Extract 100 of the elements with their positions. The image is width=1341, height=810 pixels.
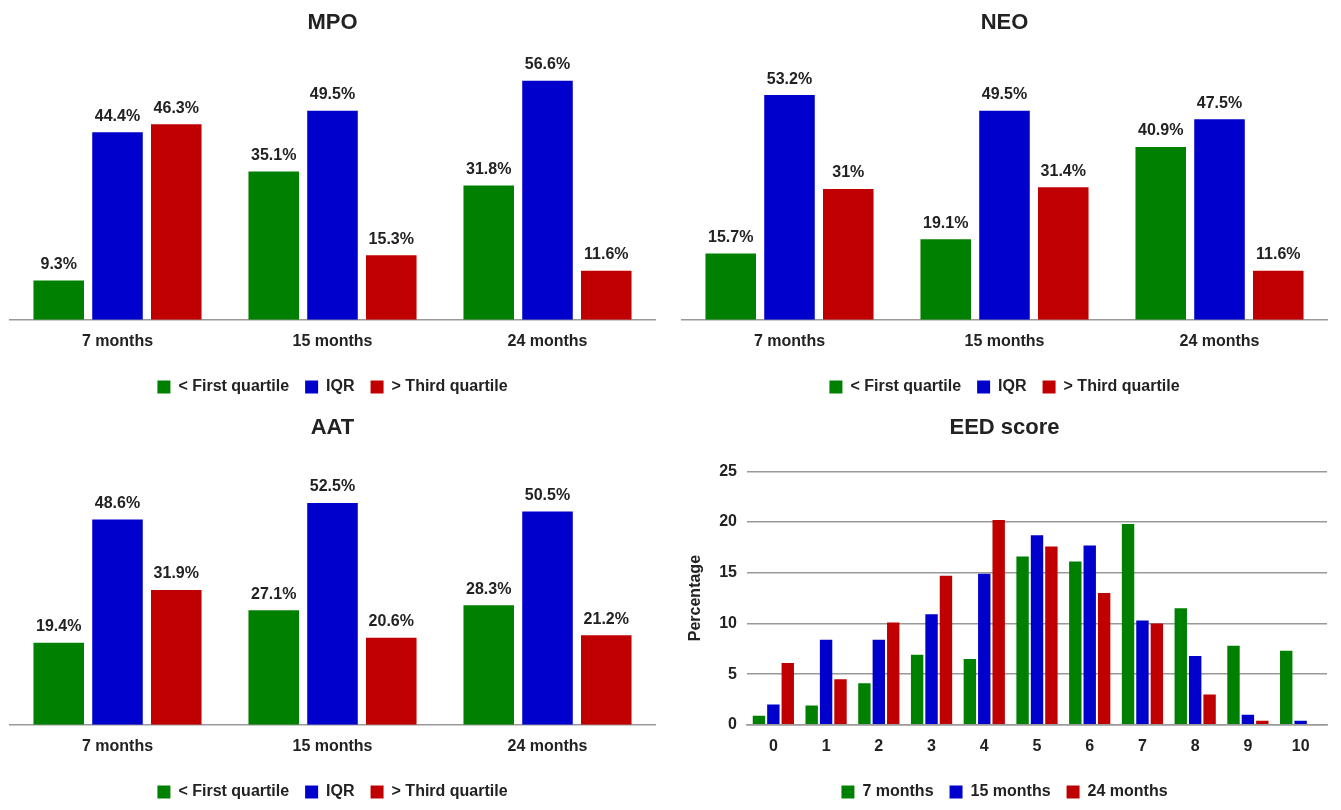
legend-label: < First quartile (850, 377, 962, 395)
bar (887, 622, 900, 725)
bar (463, 185, 514, 320)
data-label: 46.3% (153, 98, 199, 116)
legend-label: 15 months (970, 782, 1051, 800)
bar (33, 280, 84, 320)
bar (978, 573, 991, 725)
x-tick-label: 7 months (753, 331, 826, 349)
bar (366, 255, 417, 320)
bar (939, 575, 953, 725)
bar (151, 590, 202, 725)
bar (581, 270, 632, 320)
bar (872, 639, 886, 725)
bar (823, 188, 874, 320)
data-label: 21.2% (583, 609, 629, 627)
data-label: 15.3% (368, 229, 414, 247)
bar (1280, 650, 1293, 725)
data-label: 48.6% (94, 493, 141, 511)
data-label: 11.6% (584, 245, 629, 263)
data-label: 47.5% (1196, 93, 1243, 111)
x-tick-label: 7 months (81, 736, 154, 754)
bar (764, 95, 815, 320)
chart-title: EED score (949, 414, 1060, 440)
bar (463, 605, 514, 725)
bar (248, 171, 299, 320)
y-tick-label: 15 (719, 563, 738, 581)
x-tick-label: 7 (1138, 736, 1147, 754)
bar (1083, 545, 1096, 725)
bar (819, 639, 833, 725)
bar (1150, 623, 1164, 725)
y-tick-label: 10 (719, 613, 738, 631)
bar (522, 511, 573, 725)
bar (925, 614, 938, 725)
bar (151, 124, 202, 320)
data-label: 19.4% (36, 617, 82, 635)
x-tick-label: 24 months (507, 331, 588, 349)
x-tick-label: 2 (874, 736, 884, 754)
data-label: 44.4% (94, 106, 141, 124)
chart-title: AAT (310, 414, 355, 440)
data-label: 28.3% (466, 579, 512, 597)
bar (1188, 655, 1202, 725)
data-label: 15.7% (708, 227, 754, 245)
y-tick-label: 25 (719, 461, 738, 479)
x-tick-label: 24 months (507, 736, 588, 754)
y-tick-label: 0 (728, 715, 738, 733)
bar (522, 80, 573, 320)
bar (1294, 720, 1307, 725)
bar (1227, 645, 1240, 725)
x-tick-label: 1 (821, 736, 831, 754)
bar (1256, 720, 1269, 725)
y-tick-label: 5 (728, 664, 738, 682)
x-tick-label: 15 months (964, 331, 1045, 349)
bar (1174, 608, 1187, 725)
bar (858, 683, 871, 725)
bar (248, 610, 299, 725)
x-tick-label: 10 (1291, 736, 1310, 754)
bar (1016, 556, 1029, 725)
chart-title: NEO (980, 9, 1029, 35)
x-tick-label: 8 (1190, 736, 1200, 754)
data-label: 11.6% (1256, 245, 1301, 263)
bar (781, 662, 794, 725)
bar (752, 715, 766, 725)
legend-label: > Third quartile (391, 782, 508, 800)
legend-label: 7 months (862, 782, 934, 800)
bar (1203, 694, 1216, 725)
legend-label: IQR (326, 377, 356, 395)
bar (1045, 546, 1058, 725)
bar (834, 679, 847, 725)
x-tick-label: 15 months (292, 331, 373, 349)
bar (1097, 593, 1111, 725)
y-axis-title: Percentage (686, 554, 704, 642)
legend-label: > Third quartile (391, 377, 508, 395)
bar (705, 253, 756, 320)
y-tick-label: 20 (719, 512, 738, 530)
x-tick-label: 24 months (1179, 331, 1260, 349)
data-label: 31% (832, 163, 865, 181)
legend-label: < First quartile (178, 377, 290, 395)
data-label: 49.5% (981, 85, 1028, 103)
bar (979, 110, 1030, 320)
data-label: 52.5% (309, 477, 356, 495)
legend-label: < First quartile (178, 782, 290, 800)
legend-label: > Third quartile (1063, 377, 1180, 395)
bar (581, 635, 632, 725)
bar (1194, 119, 1245, 320)
bar (1135, 147, 1186, 320)
chart-title: MPO (307, 9, 358, 35)
data-label: 56.6% (524, 55, 571, 73)
bar (92, 519, 143, 725)
bar (307, 503, 358, 725)
legend-label: 24 months (1087, 782, 1168, 800)
x-tick-label: 15 months (292, 736, 373, 754)
bar (33, 642, 84, 725)
bar (1136, 620, 1149, 725)
bar (366, 637, 417, 725)
x-tick-label: 7 months (81, 331, 154, 349)
bar (767, 704, 780, 725)
data-label: 9.3% (40, 254, 77, 272)
x-tick-label: 0 (768, 736, 778, 754)
data-label: 49.5% (309, 85, 356, 103)
data-label: 31.4% (1040, 161, 1086, 179)
